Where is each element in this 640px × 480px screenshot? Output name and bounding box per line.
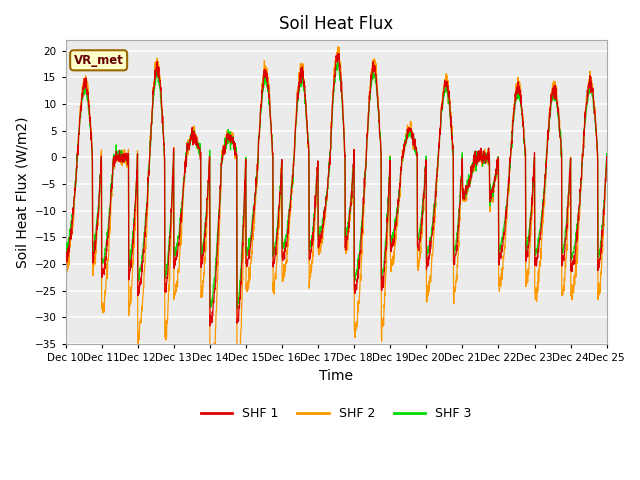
SHF 3 xyxy=(334,60,342,66)
SHF 1 xyxy=(570,252,578,258)
SHF 3 xyxy=(352,271,360,276)
SHF 2 xyxy=(494,163,502,168)
SHF 1 xyxy=(206,323,214,329)
SHF 1 xyxy=(556,124,563,130)
SHF 3 xyxy=(603,151,611,156)
SHF 3 xyxy=(212,251,220,256)
SHF 2 xyxy=(570,273,578,279)
SHF 1 xyxy=(352,284,360,290)
SHF 3 xyxy=(556,129,563,134)
Text: VR_met: VR_met xyxy=(74,54,124,67)
SHF 3 xyxy=(494,164,502,170)
SHF 3 xyxy=(364,124,372,130)
X-axis label: Time: Time xyxy=(319,369,353,383)
SHF 2 xyxy=(233,392,241,398)
SHF 2 xyxy=(212,307,220,313)
SHF 2 xyxy=(352,325,360,331)
SHF 1 xyxy=(61,262,69,267)
SHF 3 xyxy=(570,243,578,249)
SHF 2 xyxy=(334,44,342,49)
SHF 1 xyxy=(334,50,342,56)
SHF 1 xyxy=(364,123,372,129)
Y-axis label: Soil Heat Flux (W/m2): Soil Heat Flux (W/m2) xyxy=(15,116,29,268)
SHF 2 xyxy=(556,125,563,131)
Line: SHF 3: SHF 3 xyxy=(65,63,607,308)
Title: Soil Heat Flux: Soil Heat Flux xyxy=(279,15,393,33)
SHF 1 xyxy=(603,154,611,159)
SHF 2 xyxy=(364,123,372,129)
Line: SHF 1: SHF 1 xyxy=(65,53,607,326)
SHF 2 xyxy=(603,160,611,166)
SHF 3 xyxy=(61,248,69,254)
SHF 3 xyxy=(233,305,241,311)
SHF 2 xyxy=(61,273,69,279)
Line: SHF 2: SHF 2 xyxy=(65,47,607,395)
SHF 1 xyxy=(494,163,502,168)
Legend: SHF 1, SHF 2, SHF 3: SHF 1, SHF 2, SHF 3 xyxy=(196,402,476,425)
SHF 1 xyxy=(213,260,221,266)
